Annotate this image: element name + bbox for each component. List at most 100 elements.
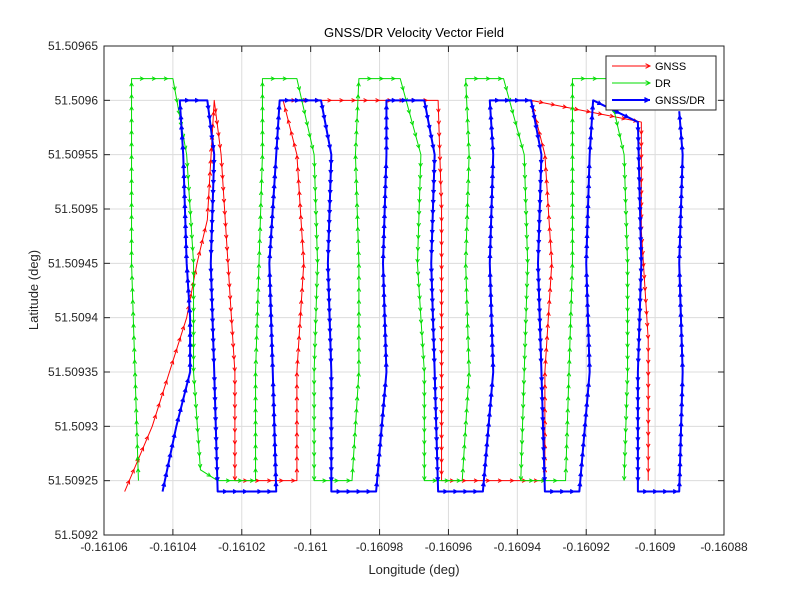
- vector-arrow: [625, 258, 630, 264]
- vector-arrow: [428, 249, 435, 256]
- vector-arrow: [585, 109, 592, 114]
- vector-arrow: [635, 457, 641, 463]
- vector-arrow: [272, 441, 278, 447]
- vector-arrow: [439, 229, 444, 235]
- vector-arrow: [183, 252, 190, 259]
- vector-arrow: [356, 298, 362, 304]
- y-tick-label: 51.50945: [48, 256, 98, 270]
- vector-arrow: [298, 299, 304, 305]
- vector-arrow: [456, 478, 462, 483]
- vector-arrow: [644, 322, 650, 328]
- vector-arrow: [617, 133, 622, 139]
- vector-arrow: [465, 334, 471, 340]
- vector-arrow: [296, 334, 302, 340]
- vector-arrow: [191, 380, 197, 386]
- vector-arrow: [180, 144, 186, 150]
- vector-arrow: [221, 198, 227, 204]
- vector-arrow: [191, 307, 196, 313]
- vector-arrow: [214, 120, 220, 126]
- vector-arrow: [589, 114, 595, 120]
- vector-arrow: [439, 361, 444, 367]
- vector-arrow: [679, 341, 685, 347]
- vector-arrow: [679, 144, 685, 150]
- vector-arrow: [312, 186, 318, 192]
- vector-arrow: [567, 346, 572, 352]
- vector-arrow: [567, 358, 572, 364]
- vector-arrow: [217, 144, 223, 150]
- vector-arrow: [260, 93, 265, 99]
- vector-arrow: [570, 238, 575, 244]
- vector-arrow: [524, 246, 530, 252]
- vector-arrow: [437, 156, 443, 162]
- vector-arrow: [254, 334, 259, 340]
- vector-arrow: [297, 190, 302, 196]
- vector-arrow: [129, 238, 134, 244]
- vector-arrow: [272, 460, 279, 467]
- vector-arrow: [541, 477, 548, 483]
- vector-arrow: [353, 166, 359, 172]
- vector-arrow: [586, 351, 592, 357]
- vector-arrow: [152, 413, 157, 419]
- vector-arrow: [584, 391, 591, 397]
- vector-arrow: [625, 295, 630, 301]
- vector-arrow: [570, 81, 575, 87]
- vector-arrow: [260, 154, 265, 160]
- vector-arrow: [169, 442, 175, 448]
- vector-arrow: [225, 258, 230, 264]
- vector-arrow: [209, 146, 214, 152]
- x-tick-label: -0.16096: [425, 540, 473, 554]
- vector-arrow: [497, 478, 503, 483]
- vector-arrow: [429, 219, 436, 226]
- vector-arrow: [439, 301, 444, 307]
- vector-arrow: [645, 395, 651, 401]
- chart-title: GNSS/DR Velocity Vector Field: [324, 25, 504, 40]
- vector-arrow: [581, 431, 587, 437]
- vector-arrow: [356, 334, 362, 340]
- vector-arrow: [391, 76, 396, 81]
- vector-arrow: [326, 318, 333, 324]
- vector-arrow: [257, 226, 263, 232]
- vector-arrow: [232, 464, 238, 470]
- vector-arrow: [585, 321, 591, 327]
- vector-arrow: [383, 351, 389, 357]
- vector-arrow: [297, 202, 303, 208]
- legend: GNSS DR GNSS/DR: [605, 55, 717, 111]
- vector-arrow: [678, 421, 684, 427]
- legend-label: GNSS: [655, 61, 686, 73]
- vector-arrow: [188, 222, 194, 228]
- vector-arrow: [294, 431, 300, 437]
- vector-arrow: [521, 380, 527, 386]
- vector-arrow: [522, 186, 528, 192]
- vector-arrow: [328, 397, 335, 403]
- vector-arrow: [311, 452, 317, 458]
- vector-arrow: [314, 97, 321, 104]
- vector-arrow: [356, 371, 361, 377]
- vector-arrow: [585, 192, 591, 199]
- vector-arrow: [135, 467, 141, 473]
- vector-arrow: [270, 192, 277, 199]
- vector-arrow: [311, 428, 317, 434]
- vector-arrow: [540, 437, 547, 443]
- vector-arrow: [328, 477, 335, 483]
- vector-arrow: [464, 93, 469, 99]
- x-tick-label: -0.16094: [494, 540, 542, 554]
- vector-arrow: [465, 178, 471, 184]
- vector-arrow: [314, 222, 319, 228]
- vector-arrow: [177, 406, 183, 413]
- vector-arrow: [489, 134, 495, 140]
- vector-arrow: [592, 76, 598, 81]
- vector-arrow: [548, 238, 553, 244]
- vector-arrow: [334, 478, 340, 483]
- vector-arrow: [538, 159, 544, 166]
- vector-arrow: [180, 162, 187, 169]
- vector-arrow: [439, 277, 444, 283]
- vector-arrow: [639, 142, 644, 148]
- vector-arrow: [525, 258, 530, 264]
- vector-arrow: [505, 97, 511, 104]
- vector-arrow: [214, 477, 220, 483]
- vector-arrow: [374, 471, 381, 477]
- vector-arrow: [129, 202, 134, 208]
- vector-arrow: [213, 108, 218, 114]
- y-tick-label: 51.50925: [48, 474, 98, 488]
- vector-arrow: [172, 86, 177, 92]
